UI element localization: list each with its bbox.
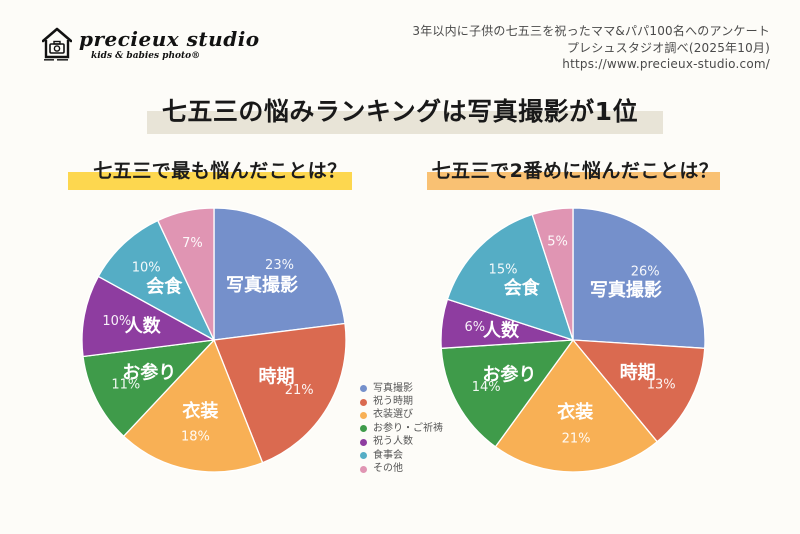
pie-slice-outfit [494, 339, 658, 473]
legend: 写真撮影祝う時期 衣装選び お参り・ご祈祷 祝う人数 食事会その他 [360, 382, 443, 476]
slice-label-photo-shoot: 写真撮影 [590, 279, 662, 301]
survey-info-line-2: プレシュスタジオ調べ(2025年10月) [566, 40, 770, 55]
legend-item-headcount: 祝う人数 [360, 436, 443, 449]
slice-pct-shrine-visit: 14% [472, 380, 501, 395]
slice-label-shrine-visit: お参り [482, 364, 536, 386]
slice-label-photo-shoot: 写真撮影 [226, 274, 298, 296]
legend-label-meal: 食事会 [373, 449, 403, 461]
slice-label-headcount: 人数 [125, 315, 162, 337]
slice-label-meal: 会食 [146, 276, 183, 298]
pie-slice-photo-shoot [572, 207, 706, 349]
legend-swatch-timing [360, 398, 367, 406]
legend-swatch-shrine-visit [360, 425, 367, 433]
left-chart-title: 七五三で最も悩んだことは？ [93, 160, 347, 182]
pie-slice-outfit [122, 339, 264, 473]
legend-label-outfit: 衣装選び [373, 409, 413, 421]
legend-swatch-headcount [360, 438, 367, 446]
legend-label-shrine-visit: お参り・ご祈祷 [373, 422, 443, 434]
slice-pct-timing: 13% [647, 377, 676, 392]
pie-slice-timing [213, 322, 347, 464]
slice-pct-meal: 15% [489, 263, 518, 278]
pie-slice-timing [572, 339, 706, 443]
legend-item-timing: 祝う時期 [360, 395, 443, 408]
slice-pct-meal: 10% [132, 260, 161, 275]
right-chart-title: 七五三で2番めに悩んだことは？ [431, 160, 719, 182]
slice-label-outfit: 衣装 [557, 401, 593, 423]
legend-label-photo-shoot: 写真撮影 [373, 382, 413, 394]
left-chart-highlight-band [68, 172, 352, 190]
legend-swatch-meal [360, 452, 367, 460]
slice-pct-other: 7% [182, 236, 203, 251]
legend-label-headcount: 祝う人数 [373, 436, 413, 448]
logo-name: precieux studio [79, 27, 260, 51]
logo-text: precieux studio kids & babies photo® [79, 27, 260, 61]
legend-label-other: その他 [373, 463, 403, 475]
slice-pct-headcount: 10% [102, 314, 131, 329]
pie-slice-meal [446, 213, 574, 341]
pie-slice-headcount [81, 275, 215, 358]
survey-info: 3年以内に子供の七五三を祝ったママ&パパ100名へのアンケート プレシュスタジオ… [412, 23, 770, 73]
slice-pct-headcount: 6% [464, 320, 485, 335]
slice-label-timing: 時期 [620, 363, 656, 384]
pie-slice-meal [97, 219, 215, 341]
legend-item-photo-shoot: 写真撮影 [360, 382, 443, 395]
right-chart-highlight-band [427, 172, 720, 190]
legend-item-outfit: 衣装選び [360, 409, 443, 422]
legend-swatch-outfit [360, 411, 367, 419]
slice-pct-photo-shoot: 26% [631, 265, 660, 280]
pie-slice-shrine-visit [440, 339, 574, 448]
survey-info-url: https://www.precieux-studio.com/ [562, 57, 770, 71]
pie-slice-other [157, 207, 215, 341]
slice-label-outfit: 衣装 [182, 400, 218, 422]
slice-pct-outfit: 18% [181, 430, 210, 445]
legend-label-timing: 祝う時期 [373, 396, 413, 408]
legend-item-shrine-visit: お参り・ご祈祷 [360, 422, 443, 435]
pie-slice-photo-shoot [213, 207, 346, 341]
slice-pct-outfit: 21% [562, 432, 591, 447]
slice-pct-timing: 21% [285, 383, 314, 398]
logo-house-camera-icon [42, 27, 72, 61]
page-title: 七五三の悩みランキングは写真撮影が1位 [161, 97, 639, 126]
legend-swatch-photo-shoot [360, 385, 367, 393]
pie-slice-other [531, 207, 574, 341]
logo: precieux studio kids & babies photo® [42, 27, 260, 63]
slice-label-headcount: 人数 [483, 319, 520, 341]
slice-pct-shrine-visit: 11% [111, 377, 140, 392]
slice-pct-other: 5% [547, 235, 568, 250]
slice-pct-photo-shoot: 23% [265, 258, 294, 273]
legend-swatch-other [360, 465, 367, 473]
pie-chart-second-worried: 26%写真撮影 13%時期 21% 衣装 14%お参り 6%人数 15%会食 5% [440, 207, 706, 473]
survey-info-line-1: 3年以内に子供の七五三を祝ったママ&パパ100名へのアンケート [412, 24, 770, 38]
slice-label-shrine-visit: お参り [122, 362, 176, 384]
logo-tagline: kids & babies photo® [91, 51, 201, 61]
slice-label-timing: 時期 [259, 367, 295, 388]
legend-item-meal: 食事会 [360, 449, 443, 462]
legend-item-other: その他 [360, 462, 443, 475]
title-highlight-band [147, 111, 663, 134]
slice-label-meal: 会食 [504, 277, 541, 299]
pie-slice-shrine-visit [82, 339, 215, 437]
